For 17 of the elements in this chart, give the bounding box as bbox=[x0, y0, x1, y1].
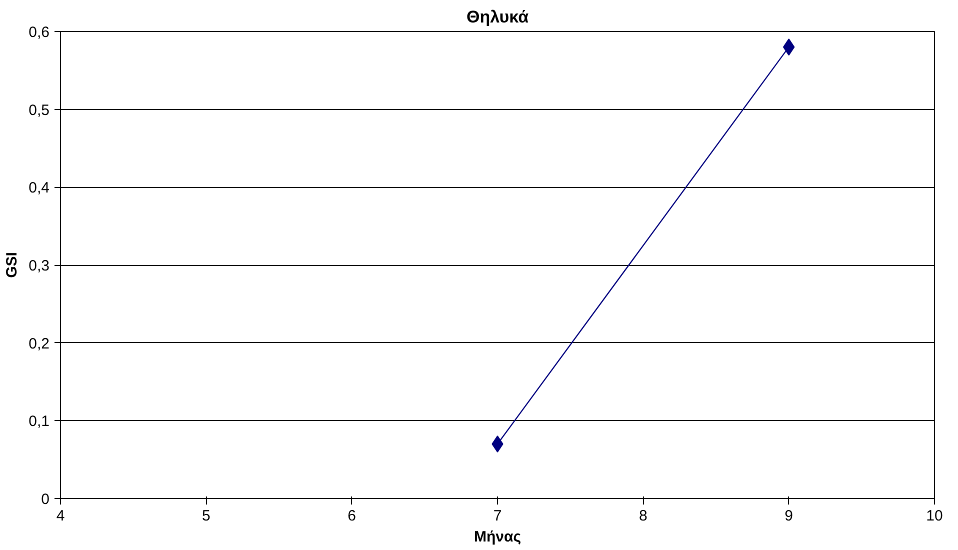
y-tick-label: 0,5 bbox=[28, 102, 50, 119]
y-tick-label: 0,2 bbox=[28, 335, 50, 352]
chart-title: Θηλυκά bbox=[466, 8, 530, 26]
y-tick-label: 0,6 bbox=[28, 24, 50, 41]
x-tick-label: 10 bbox=[926, 508, 943, 524]
y-tick-label: 0,1 bbox=[28, 413, 50, 430]
x-tick-label: 6 bbox=[348, 508, 356, 524]
x-tick-label: 5 bbox=[202, 508, 210, 524]
x-tick-label: 7 bbox=[493, 508, 502, 524]
x-tick-label: 8 bbox=[638, 508, 648, 524]
y-axis-title: GSI bbox=[4, 252, 21, 278]
x-axis-title: Μήνας bbox=[474, 528, 522, 546]
x-tick-label: 4 bbox=[56, 508, 65, 524]
y-tick-label: 0,4 bbox=[28, 180, 50, 197]
y-tick-label: 0 bbox=[41, 491, 50, 508]
x-tick-label: 9 bbox=[784, 508, 794, 524]
y-tick-label: 0,3 bbox=[28, 258, 50, 274]
